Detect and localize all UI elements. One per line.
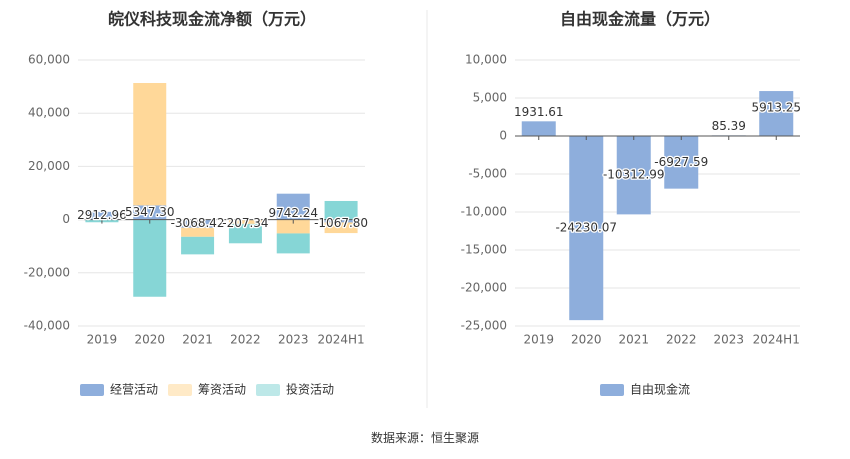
fcf-bar-自由现金流-2024H1	[759, 91, 794, 136]
fcf-y-tick-label: -15,000	[461, 243, 507, 257]
cashflow-x-tick-label: 2024H1	[317, 333, 364, 347]
cashflow-x-tick-label: 2021	[182, 333, 213, 347]
cashflow-bar-投资活动-2020	[133, 219, 167, 297]
cashflow-legend-label: 经营活动	[110, 383, 158, 397]
cashflow-bar-经营活动-2020	[133, 205, 167, 220]
cashflow-y-tick-label: 0	[62, 212, 70, 226]
source-footnote: 数据来源：恒生聚源	[370, 431, 479, 445]
cashflow-y-tick-label: -20,000	[24, 265, 70, 279]
cashflow-legend-label: 投资活动	[286, 382, 334, 397]
cashflow-bar-筹资活动-2021	[181, 227, 215, 237]
cashflow-data-label: -207.34	[222, 216, 268, 230]
fcf-x-tick-label: 2023	[713, 333, 744, 347]
fcf-y-tick-label: -20,000	[461, 281, 507, 295]
cashflow-x-tick-label: 2019	[87, 333, 118, 347]
cashflow-legend-swatch	[256, 384, 280, 396]
fcf-data-label: 85.39	[712, 119, 746, 133]
cashflow-x-tick-label: 2022	[230, 333, 261, 347]
cashflow-legend-swatch	[80, 384, 104, 396]
fcf-legend-label: 自由现金流	[630, 382, 690, 397]
fcf-y-tick-label: -5,000	[468, 167, 507, 181]
cashflow-bar-经营活动-2023	[276, 193, 310, 220]
cashflow-y-tick-label: 40,000	[28, 106, 70, 120]
fcf-x-tick-label: 2022	[666, 333, 697, 347]
cashflow-bar-筹资活动-2020	[133, 83, 167, 206]
fcf-data-label: -10312.99	[603, 168, 665, 182]
fcf-data-label: 1931.61	[514, 105, 564, 119]
fcf-y-tick-label: 10,000	[465, 53, 507, 67]
fcf-data-label: -6927.59	[654, 155, 708, 169]
fcf-data-label: 5913.25	[751, 101, 801, 115]
fcf-bar-自由现金流-2022	[664, 136, 699, 189]
cashflow-data-label: -3068.42	[171, 216, 225, 230]
fcf-y-tick-label: 5,000	[473, 91, 507, 105]
cashflow-data-label: 9742.24	[268, 206, 318, 220]
cashflow-data-label: -1067.80	[314, 216, 368, 230]
fcf-chart-title: 自由现金流量（万元）	[560, 10, 720, 29]
fcf-x-tick-label: 2020	[571, 333, 602, 347]
cashflow-bar-投资活动-2021	[181, 236, 215, 255]
cashflow-chart-title: 皖仪科技现金流净额（万元）	[108, 10, 316, 29]
cashflow-legend-swatch	[168, 384, 192, 396]
cashflow-y-tick-label: 60,000	[28, 53, 70, 67]
fcf-y-tick-label: -25,000	[461, 319, 507, 333]
fcf-bar-自由现金流-2020	[569, 136, 604, 321]
cashflow-bar-筹资活动-2024H1	[324, 222, 358, 234]
cashflow-bar-投资活动-2022	[228, 223, 262, 244]
cashflow-data-label: 5347.30	[125, 205, 175, 219]
cashflow-bar-投资活动-2024H1	[324, 200, 358, 220]
cashflow-x-tick-label: 2020	[134, 333, 165, 347]
fcf-x-tick-label: 2019	[523, 333, 554, 347]
cashflow-x-tick-label: 2023	[278, 333, 309, 347]
fcf-y-tick-label: 0	[499, 129, 507, 143]
fcf-legend-swatch	[600, 384, 624, 396]
fcf-bar-自由现金流-2019	[521, 121, 556, 136]
cashflow-y-tick-label: -40,000	[24, 319, 70, 333]
cashflow-legend-label: 筹资活动	[198, 383, 246, 397]
cashflow-y-tick-label: 20,000	[28, 159, 70, 173]
cashflow-bar-投资活动-2023	[276, 233, 310, 254]
cashflow-data-label: 2912.96	[77, 208, 127, 222]
cashflow-bar-经营活动-2019	[85, 211, 119, 220]
fcf-data-label: -24230.07	[555, 221, 617, 235]
fcf-bar-自由现金流-2021	[616, 136, 651, 215]
fcf-y-tick-label: -10,000	[461, 205, 507, 219]
cashflow-bar-筹资活动-2023	[276, 219, 310, 234]
fcf-x-tick-label: 2021	[618, 333, 649, 347]
cashflow-bar-经营活动-2021	[181, 219, 215, 228]
fcf-x-tick-label: 2024H1	[753, 333, 800, 347]
